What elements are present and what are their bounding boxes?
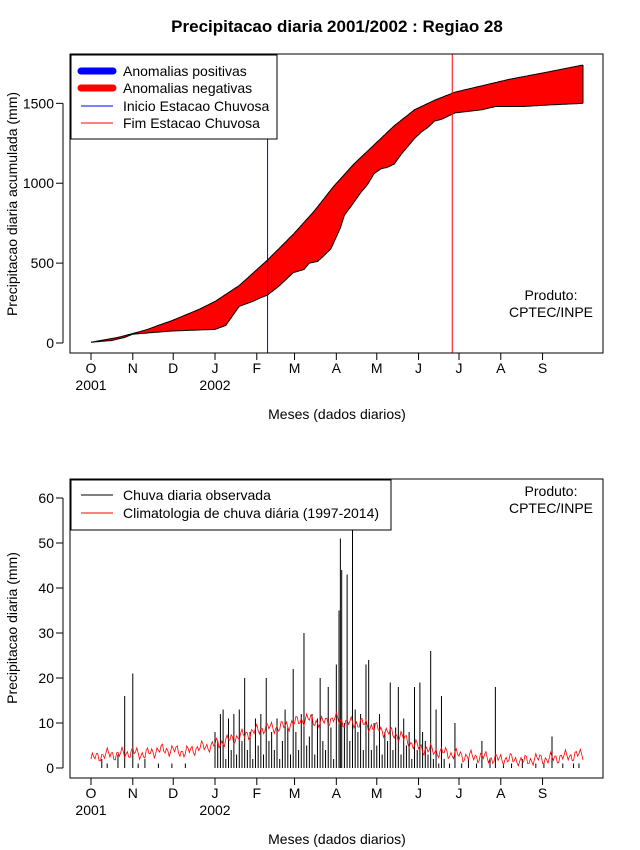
y-tick-label: 0 xyxy=(46,760,54,776)
bottom-legend: Chuva diaria observada Climatologia de c… xyxy=(70,479,392,531)
x-tick-label: J xyxy=(455,785,462,801)
cumulative-panel: 0 500 1000 1500 O N D J F M A M J J A S 2001 2002 Meses … xyxy=(4,53,604,422)
legend-label-climatologia: Climatologia de chuva diária (1997-2014) xyxy=(123,505,379,521)
top-x-axis-label: Meses (dados diarios) xyxy=(268,406,406,422)
bottom-product-label: Produto: xyxy=(525,483,578,499)
climatology-cumulative-line xyxy=(90,64,584,343)
legend-label-chuva-observada: Chuva diaria observada xyxy=(123,487,271,503)
x-tick-label: J xyxy=(455,360,462,376)
x-tick-label: A xyxy=(496,785,506,801)
legend-label-fim-estacao: Fim Estacao Chuvosa xyxy=(123,115,260,131)
x-tick-label: F xyxy=(253,360,262,376)
x-tick-label: A xyxy=(332,360,342,376)
x-tick-label: J xyxy=(212,360,219,376)
climatology-line-group xyxy=(90,711,584,767)
x-tick-label: F xyxy=(253,785,262,801)
anomaly-area-group xyxy=(91,65,583,343)
legend-label-anomalias-negativas: Anomalias negativas xyxy=(123,80,252,96)
y-tick-label: 10 xyxy=(38,715,54,731)
observed-bars-group xyxy=(101,516,580,768)
top-y-axis: 0 500 1000 1500 xyxy=(23,95,64,351)
bottom-y-axis-label: Precipitacao diaria (mm) xyxy=(4,552,20,704)
top-product-source: CPTEC/INPE xyxy=(509,304,593,320)
y-tick-label: 40 xyxy=(38,580,54,596)
x-tick-label: D xyxy=(168,360,178,376)
x-year-label: 2001 xyxy=(75,377,106,393)
top-x-axis: O N D J F M A M J J A S 2001 2002 xyxy=(75,352,547,393)
bottom-legend-box xyxy=(70,479,392,531)
bottom-y-axis: 0 10 20 30 40 50 60 xyxy=(38,490,64,776)
bottom-x-axis: O N D J F M A M J J A S 2001 2002 xyxy=(75,777,547,818)
legend-label-anomalias-positivas: Anomalias positivas xyxy=(123,63,247,79)
season-lines-group xyxy=(267,54,453,353)
x-tick-label: J xyxy=(212,785,219,801)
y-tick-label: 20 xyxy=(38,670,54,686)
daily-panel: 0 10 20 30 40 50 60 O N D J F M A M J J A S 2001 2002 Meses… xyxy=(4,478,604,847)
y-tick-label: 30 xyxy=(38,625,54,641)
x-tick-label: J xyxy=(415,785,422,801)
y-tick-label: 60 xyxy=(38,490,54,506)
x-year-label: 2002 xyxy=(199,377,230,393)
bottom-x-axis-label: Meses (dados diarios) xyxy=(268,831,406,847)
x-tick-label: D xyxy=(168,785,178,801)
y-tick-label: 50 xyxy=(38,535,54,551)
top-product-label: Produto: xyxy=(525,287,578,303)
x-tick-label: N xyxy=(128,785,138,801)
x-tick-label: M xyxy=(289,785,301,801)
x-tick-label: S xyxy=(538,785,547,801)
top-y-axis-label: Precipitacao diaria acumulada (mm) xyxy=(4,92,20,316)
x-year-label: 2001 xyxy=(75,802,106,818)
chart-title: Precipitacao diaria 2001/2002 : Regiao 2… xyxy=(171,17,503,36)
x-year-label: 2002 xyxy=(199,802,230,818)
x-tick-label: O xyxy=(86,785,97,801)
observed-cumulative-line xyxy=(90,102,584,343)
climatology-daily-line xyxy=(90,711,584,767)
x-tick-label: A xyxy=(496,360,506,376)
y-tick-label: 0 xyxy=(46,335,54,351)
y-tick-label: 1000 xyxy=(23,175,54,191)
x-tick-label: N xyxy=(128,360,138,376)
x-tick-label: M xyxy=(371,785,383,801)
anomalias-negativas-area xyxy=(91,65,583,343)
top-legend: Anomalias positivas Anomalias negativas … xyxy=(70,54,278,140)
bottom-product-source: CPTEC/INPE xyxy=(509,500,593,516)
y-tick-label: 1500 xyxy=(23,95,54,111)
y-tick-label: 500 xyxy=(31,255,55,271)
x-tick-label: A xyxy=(332,785,342,801)
x-tick-label: O xyxy=(86,360,97,376)
legend-label-inicio-estacao: Inicio Estacao Chuvosa xyxy=(123,98,270,114)
x-tick-label: M xyxy=(289,360,301,376)
cumulative-lines-group xyxy=(90,64,584,343)
x-tick-label: S xyxy=(538,360,547,376)
x-tick-label: M xyxy=(371,360,383,376)
x-tick-label: J xyxy=(415,360,422,376)
